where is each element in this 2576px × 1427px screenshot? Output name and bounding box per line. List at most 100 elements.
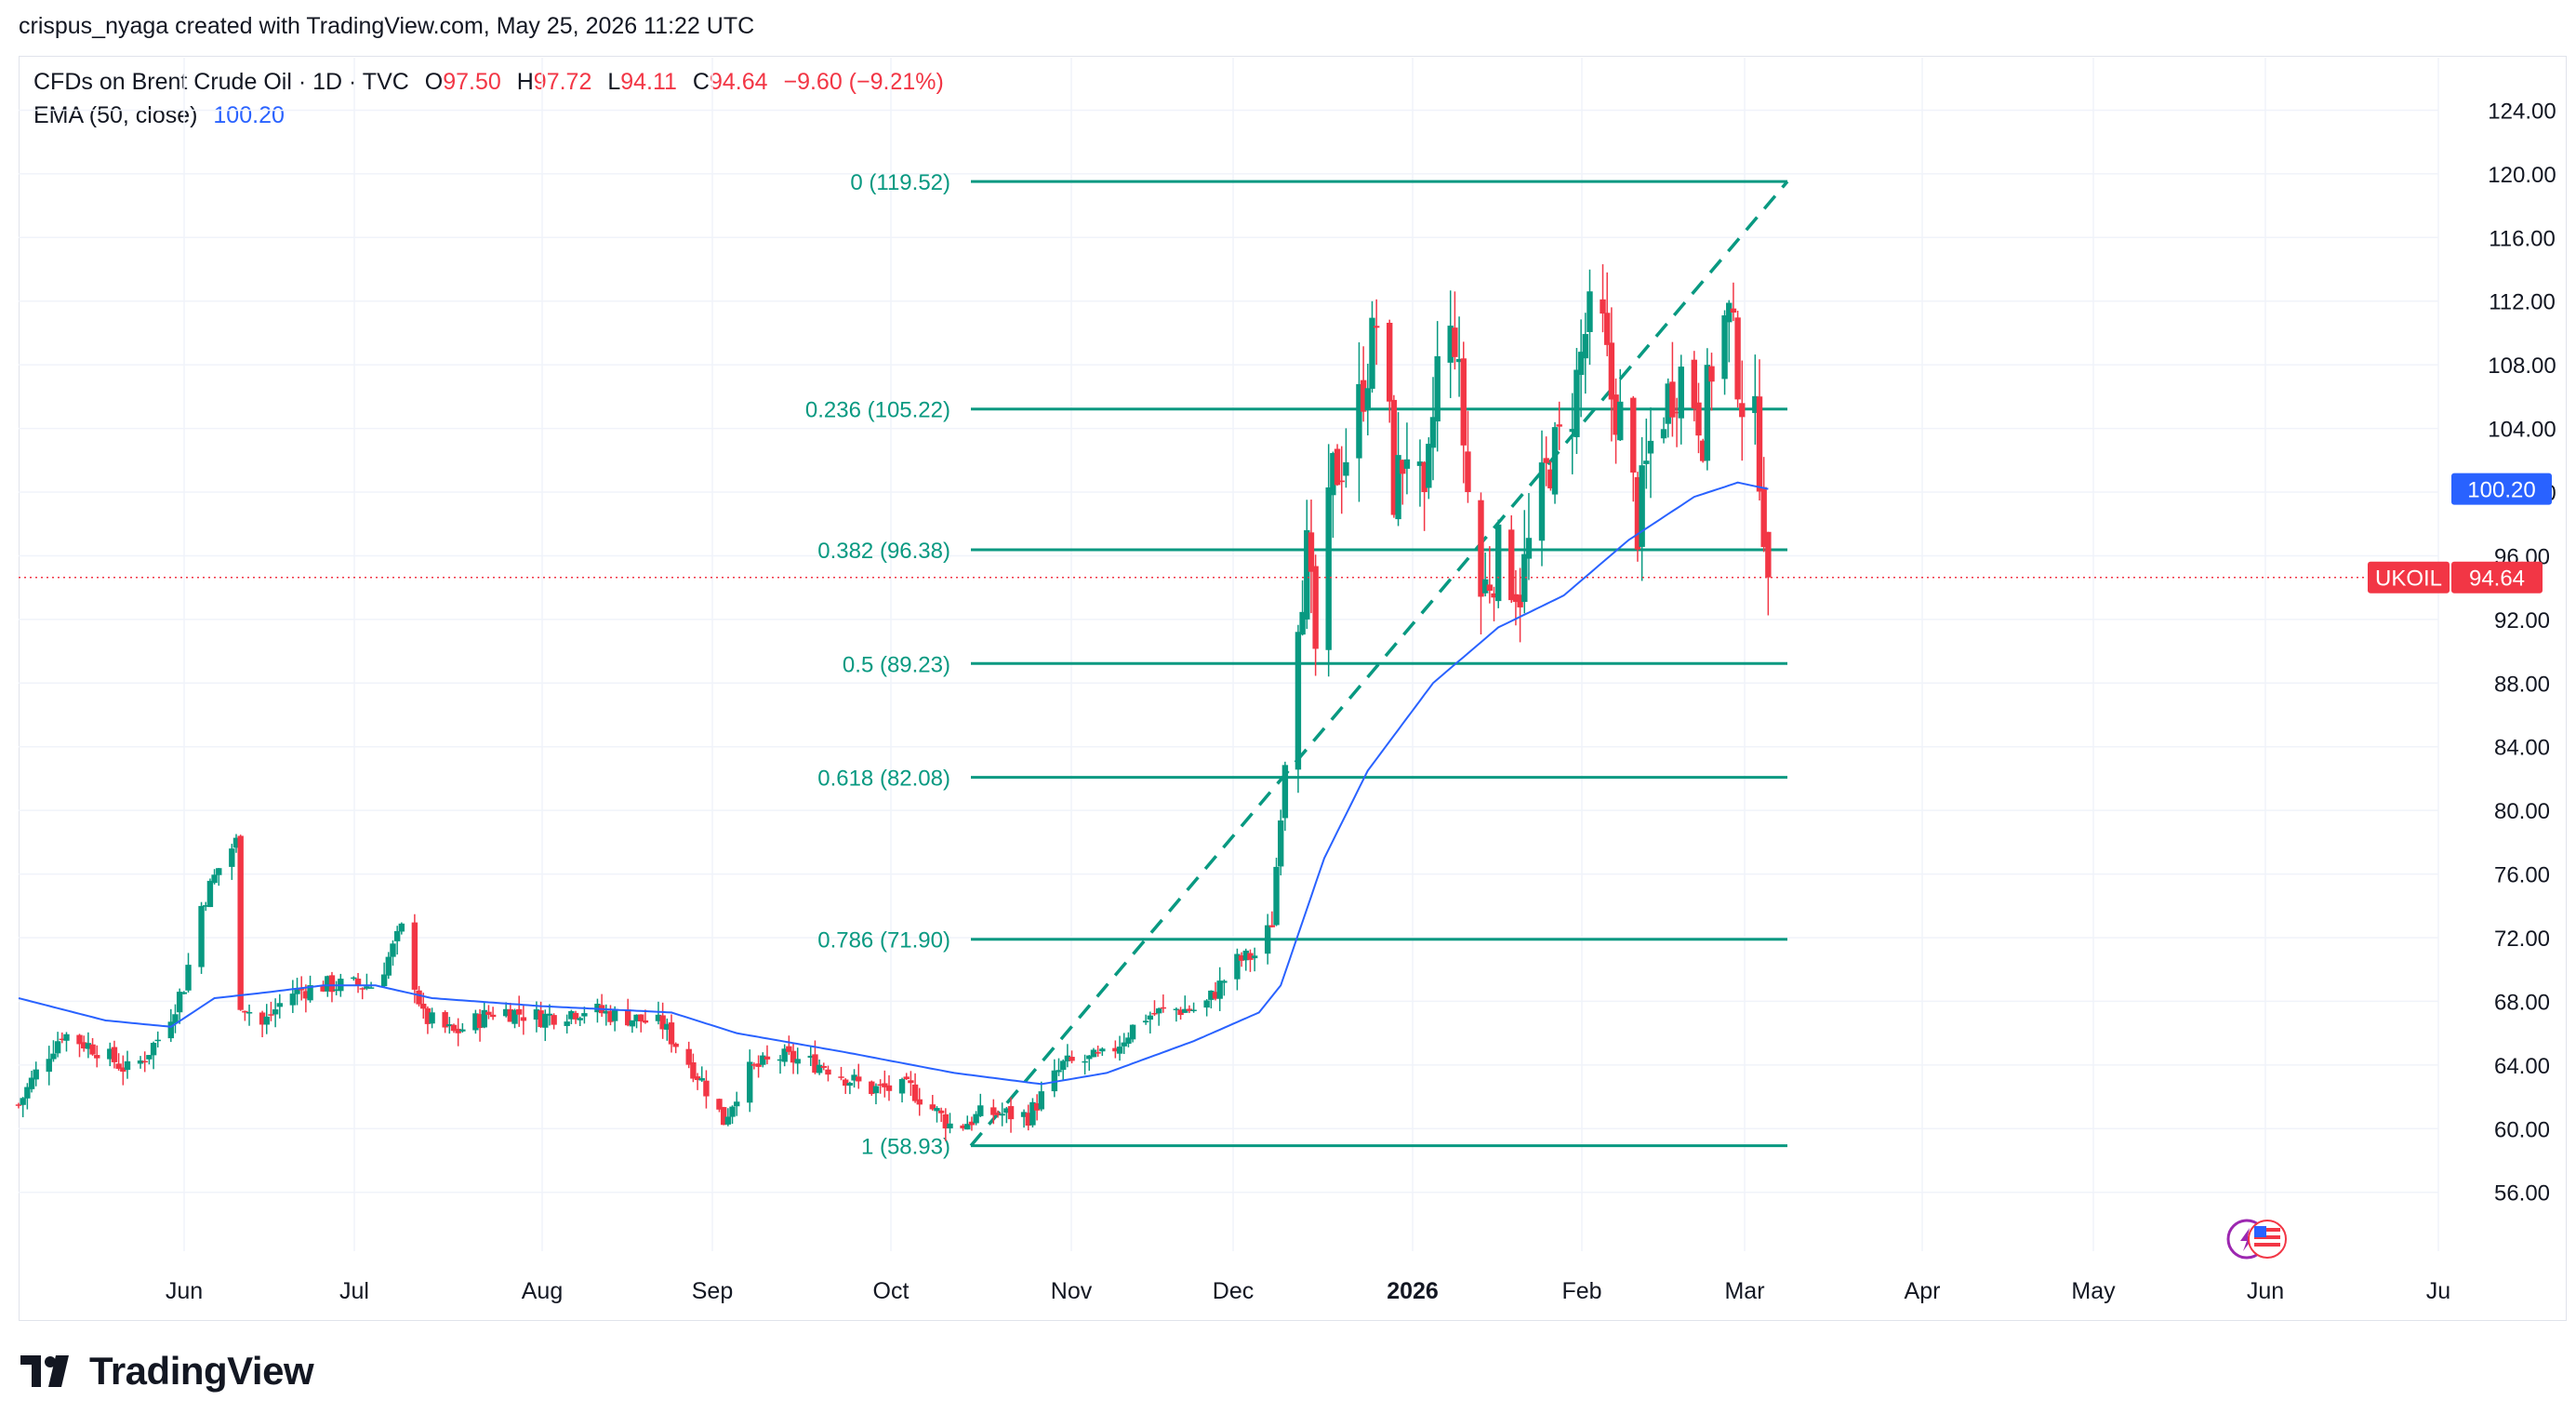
close-label: C <box>692 69 710 95</box>
ema-label[interactable]: EMA (50, close) <box>33 102 198 128</box>
candle-body <box>229 848 235 867</box>
candle-body <box>820 1066 827 1068</box>
grid-layer <box>19 58 2439 1251</box>
tradingview-logo[interactable]: TradingView <box>20 1349 314 1394</box>
candle-body <box>24 1087 31 1099</box>
candle-body <box>1582 334 1588 359</box>
candle-body <box>786 1046 792 1052</box>
candle-body <box>302 991 310 999</box>
candle-body <box>607 1010 614 1022</box>
candle-body <box>120 1067 126 1073</box>
y-tick-label: 120.00 <box>2488 163 2556 188</box>
candle-body <box>1173 1008 1180 1011</box>
tradingview-wordmark: TradingView <box>89 1349 314 1393</box>
candle-body <box>533 1009 540 1020</box>
candle-body <box>1708 366 1715 382</box>
candle-body <box>1604 313 1611 345</box>
candle-body <box>167 1021 174 1039</box>
candle-body <box>124 1060 131 1071</box>
candle-body <box>1600 299 1606 314</box>
candle-body <box>146 1055 153 1060</box>
candle-body <box>172 1014 179 1024</box>
candle-body <box>446 1024 453 1027</box>
candle-body <box>747 1061 753 1103</box>
fib-level-label: 0.618 (82.08) <box>817 767 950 792</box>
x-tick-label: Dec <box>1213 1278 1254 1304</box>
x-tick-label: Aug <box>522 1278 563 1304</box>
candle-body <box>1486 584 1494 592</box>
chart-frame <box>19 56 2567 1321</box>
candle-body <box>472 1013 479 1031</box>
candle-body <box>1630 397 1637 473</box>
symbol-description[interactable]: CFDs on Brent Crude Oil · 1D · TVC <box>33 69 409 95</box>
candle-body <box>807 1055 814 1059</box>
candle-body <box>1369 317 1375 389</box>
candle-body <box>1647 440 1654 454</box>
candle-body <box>272 1009 279 1015</box>
candle-body <box>1221 980 1228 983</box>
candle-body <box>1090 1049 1097 1058</box>
candle-body <box>203 905 209 907</box>
candle-body <box>685 1048 692 1065</box>
candle-body <box>851 1074 857 1081</box>
candle-body <box>20 1098 26 1105</box>
open-value: 97.50 <box>443 69 501 95</box>
y-tick-label: 88.00 <box>2494 672 2550 697</box>
candle-body <box>1481 579 1489 593</box>
candle-body <box>359 988 365 990</box>
candle-body <box>206 880 214 908</box>
x-tick-label: Mar <box>1724 1278 1764 1304</box>
candle-body <box>1299 611 1306 635</box>
candle-body <box>1060 1060 1067 1071</box>
candle-body <box>629 1020 636 1027</box>
candle-body <box>1264 925 1271 954</box>
last-price-badge-bg <box>2451 561 2543 593</box>
candle-body <box>516 1008 523 1015</box>
x-tick-label: Jul <box>339 1278 369 1304</box>
candle-body <box>54 1041 61 1054</box>
candle-body <box>450 1024 458 1032</box>
candle-body <box>1160 1007 1167 1009</box>
candle-body <box>1343 461 1349 476</box>
candle-body <box>1387 322 1393 402</box>
event-icon-cluster[interactable] <box>2226 1219 2287 1260</box>
candle-body <box>185 965 192 991</box>
candle-body <box>1704 365 1711 461</box>
low-label: L <box>607 69 621 95</box>
candle-body <box>59 1038 65 1041</box>
candle-body <box>1512 593 1520 603</box>
candle-body <box>111 1047 118 1062</box>
candle-body <box>1325 487 1332 650</box>
candle-body <box>625 1009 631 1026</box>
x-tick-label: Sep <box>692 1278 733 1304</box>
tradingview-logo-icon <box>20 1355 69 1387</box>
candle-body <box>333 989 339 992</box>
ema-value: 100.20 <box>213 102 285 128</box>
candle-body <box>1416 461 1424 466</box>
price-chart[interactable]: 0 (119.52) 0.236 (105.22) 0.382 (96.38) 0.5… <box>0 0 2576 1321</box>
candle-body <box>1639 465 1645 547</box>
candle-body <box>1734 317 1741 400</box>
candle-body <box>1587 291 1593 332</box>
candle-body <box>947 1123 953 1128</box>
candle-body <box>1673 411 1680 414</box>
candle-body <box>581 1013 588 1017</box>
candle-body <box>1025 1113 1031 1126</box>
candle-body <box>299 988 305 991</box>
ema-legend-row: EMA (50, close) 100.20 <box>33 99 944 132</box>
candle-body <box>89 1044 96 1055</box>
fib-level-label: 0 (119.52) <box>850 170 950 195</box>
candle-body <box>781 1048 788 1062</box>
candle-body <box>1577 352 1585 376</box>
candle-body <box>1056 1070 1062 1073</box>
candle-body <box>720 1107 727 1126</box>
candle-body <box>1121 1042 1127 1047</box>
high-label: H <box>516 69 534 95</box>
candle-body <box>1273 866 1280 926</box>
fib-retracement[interactable]: 0 (119.52) 0.236 (105.22) 0.382 (96.38) 0.5… <box>805 170 1789 1160</box>
candle-body <box>724 1116 732 1125</box>
candle-body <box>85 1043 92 1049</box>
candle-body <box>1643 460 1650 464</box>
x-tick-label: Oct <box>873 1278 910 1304</box>
candle-body <box>1478 500 1484 597</box>
